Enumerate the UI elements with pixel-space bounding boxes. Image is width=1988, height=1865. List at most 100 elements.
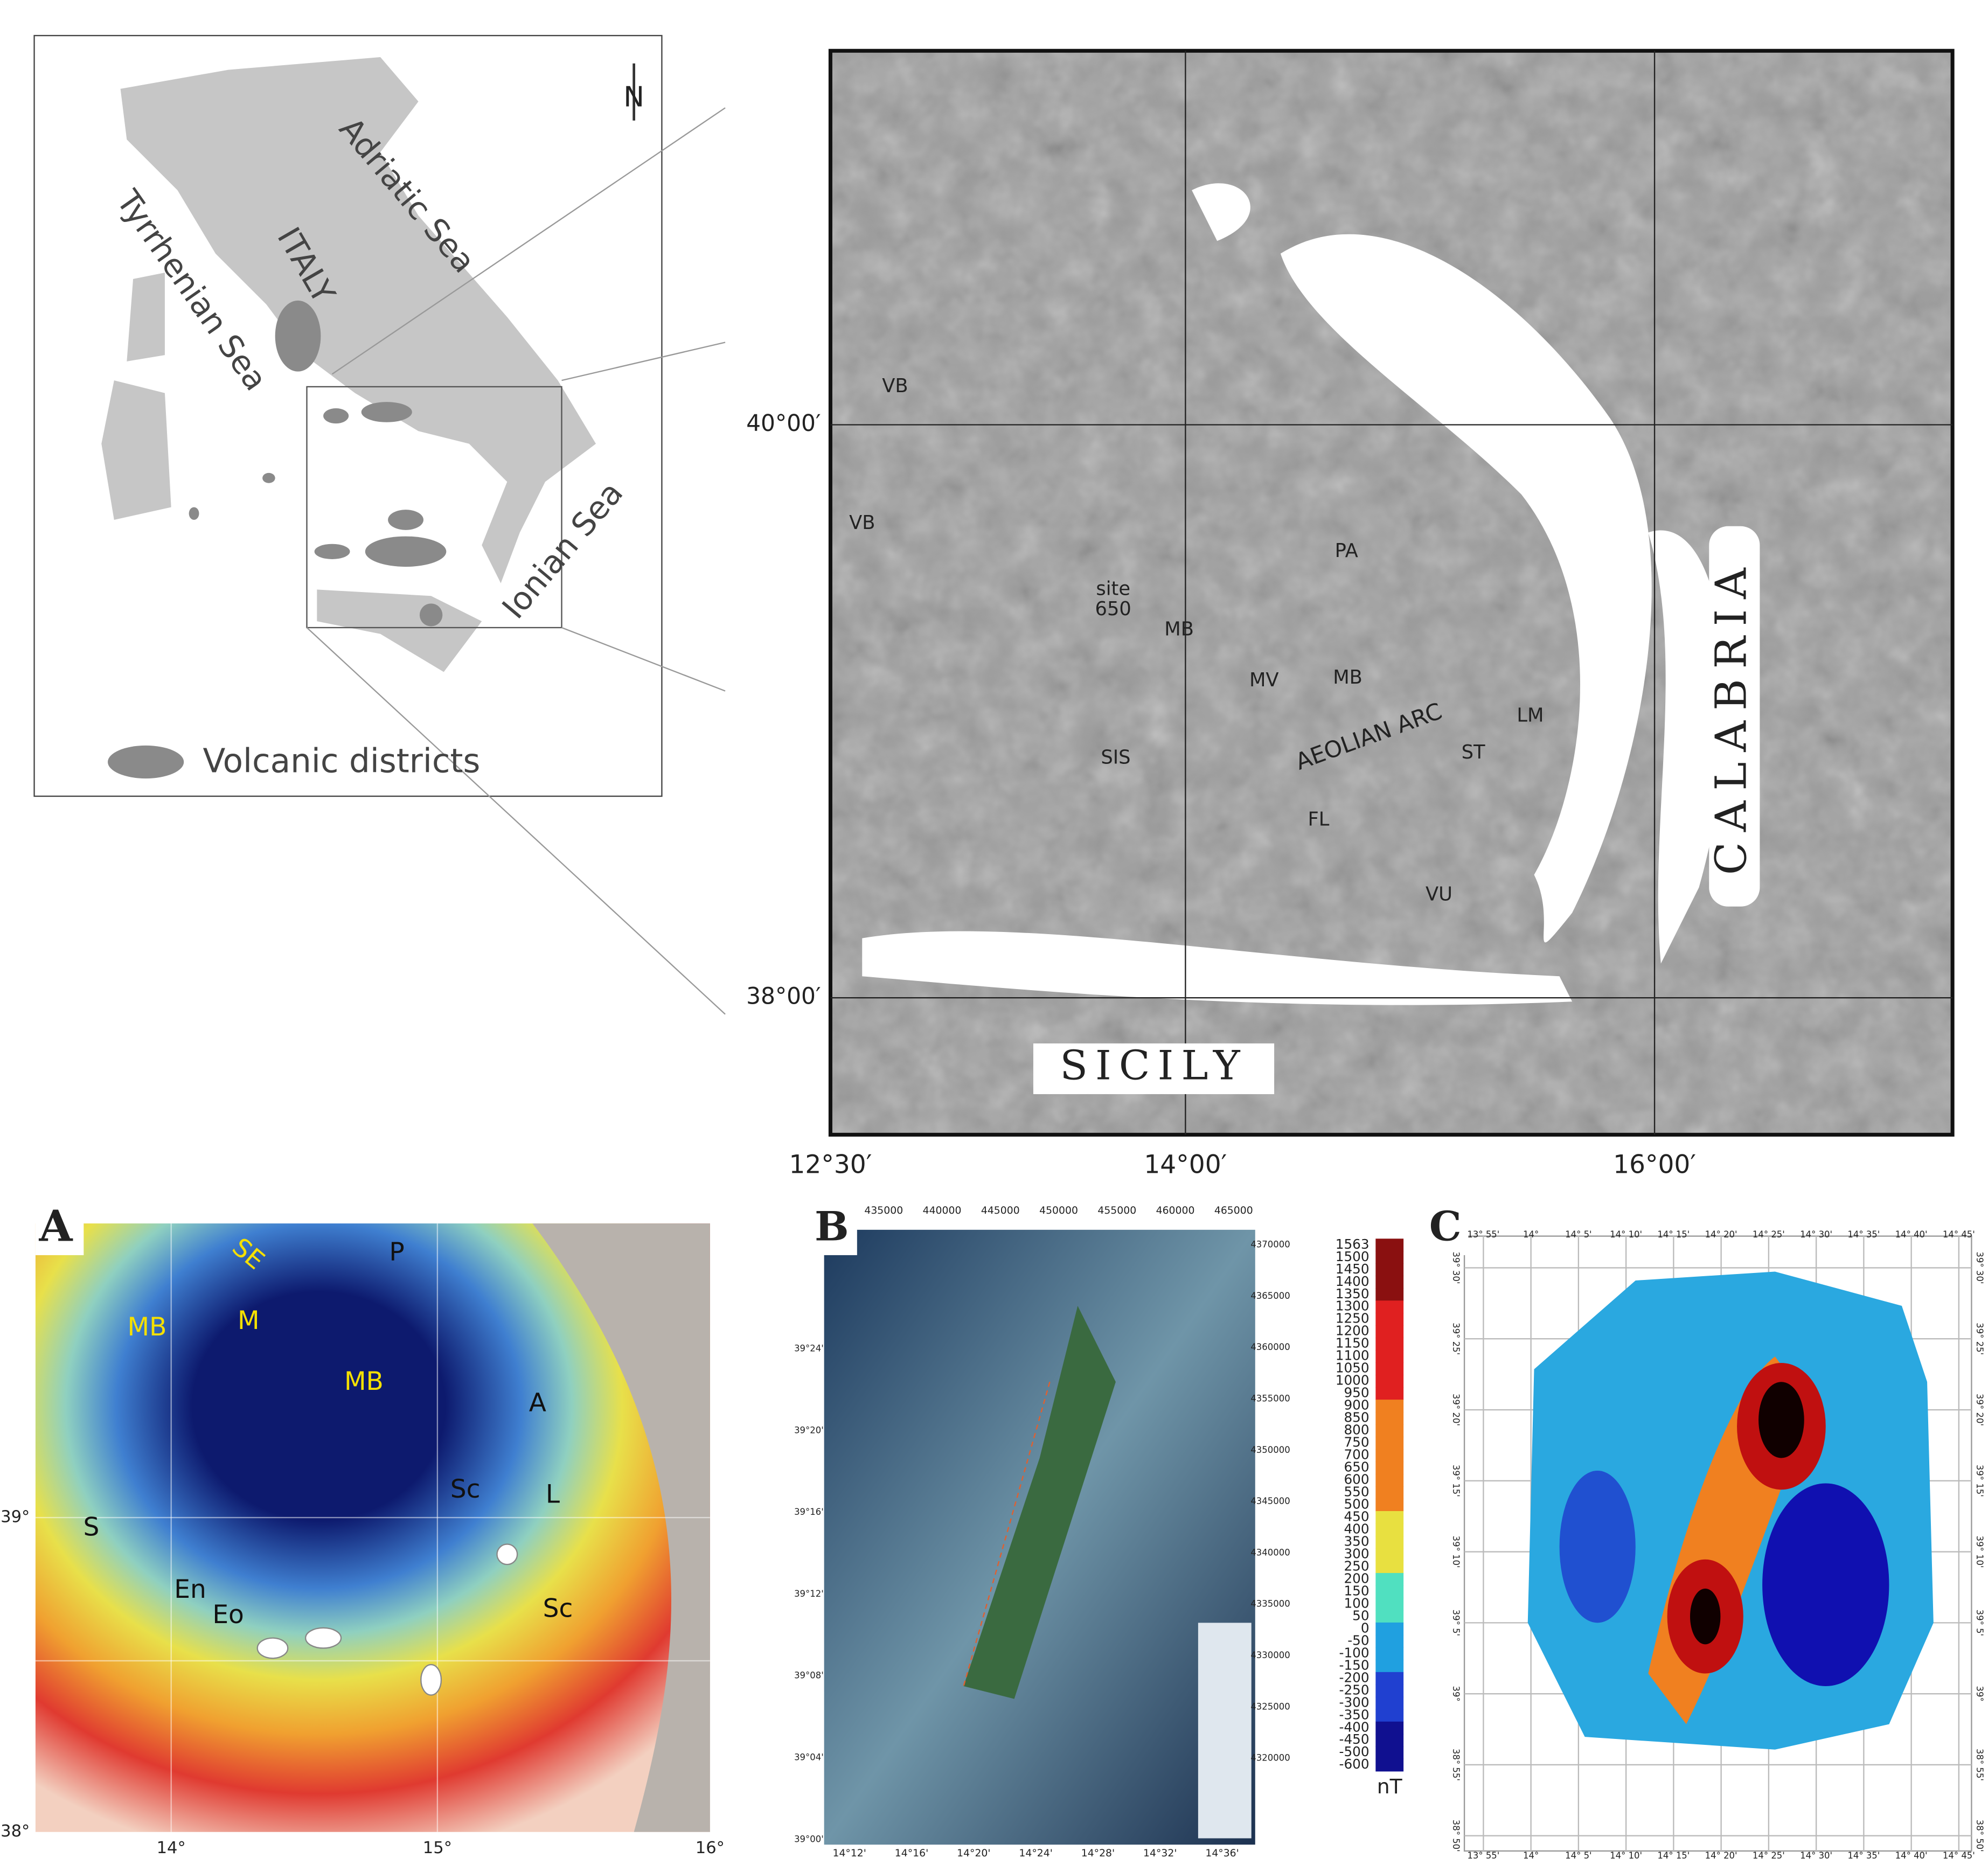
depth-legend (1198, 1623, 1252, 1839)
colorbar-swatch (1375, 1437, 1404, 1450)
lat-label: 38° 50' (1975, 1820, 1985, 1852)
grid-a (35, 1223, 710, 1832)
lat-label: 39° 5' (1975, 1610, 1985, 1636)
lon-label: 14° 10' (1610, 1850, 1642, 1861)
label: P (389, 1237, 404, 1267)
lat-label: 39° 5' (1451, 1610, 1461, 1636)
lon-label: 14° (1523, 1850, 1539, 1861)
colorbar-swatch (1375, 1523, 1404, 1536)
lon-label: 14° 30' (1800, 1229, 1832, 1240)
colorbar-label: 1563 (1336, 1236, 1370, 1252)
colorbar-swatch (1375, 1659, 1404, 1673)
label: L (546, 1480, 560, 1509)
lon-label: 14° (1523, 1229, 1539, 1240)
lon-label: 14° 45' (1943, 1229, 1975, 1240)
x-label: 445000 (981, 1205, 1020, 1216)
colorbar-swatch (1375, 1412, 1404, 1425)
colorbar-swatch (1375, 1585, 1404, 1598)
letter-box (1420, 1204, 1469, 1255)
lon-label: 14° 15' (1657, 1850, 1690, 1861)
lon-label: 14° 20' (1705, 1850, 1737, 1861)
lon-label: 14°28' (1081, 1848, 1115, 1859)
lon-label: 14° 25' (1753, 1850, 1785, 1861)
legend-label: Volcanic districts (203, 742, 481, 780)
y-label: 4335000 (1250, 1599, 1290, 1609)
colorbar-label: -300 (1339, 1694, 1370, 1710)
colorbar-label: -100 (1339, 1645, 1370, 1660)
colorbar-label: 1300 (1336, 1298, 1370, 1314)
colorbar-swatch (1375, 1251, 1404, 1264)
zoom-box (306, 386, 562, 629)
label: VB (849, 512, 875, 534)
label: MV (1249, 669, 1279, 691)
lat-label: 40°00′ (746, 410, 821, 436)
colorbar-label: 500 (1344, 1497, 1369, 1512)
lat-label: 39° 15' (1975, 1465, 1985, 1497)
unit-label: nT (1377, 1774, 1403, 1798)
y-label: 4360000 (1250, 1342, 1290, 1352)
label: VB (882, 375, 908, 397)
label: Sc (450, 1474, 481, 1504)
letter-box (809, 1204, 857, 1255)
colorbar-label: -350 (1339, 1707, 1370, 1722)
label: MB (344, 1367, 384, 1396)
lon-label: 16°00′ (1613, 1150, 1696, 1180)
colorbar-swatch (1375, 1325, 1404, 1338)
lat-label: 38° 55' (1975, 1749, 1985, 1781)
x-label: 435000 (864, 1205, 903, 1216)
label: A (529, 1388, 546, 1418)
lon-label: 14° (157, 1839, 186, 1857)
panel-letter: B (815, 1202, 849, 1250)
y-label: 4340000 (1250, 1547, 1290, 1557)
colorbar-swatch (1375, 1684, 1404, 1697)
colorbar-swatch (1375, 1338, 1404, 1351)
colorbar-label: 300 (1344, 1546, 1369, 1561)
colorbar-swatch (1375, 1300, 1404, 1313)
colorbar-swatch (1375, 1535, 1404, 1549)
colorbar-swatch (1375, 1263, 1404, 1276)
x-label: 460000 (1156, 1205, 1195, 1216)
colorbar-swatch (1375, 1486, 1404, 1499)
bathymetry-a (35, 1223, 710, 1832)
lon-label: 14° 5' (1565, 1850, 1591, 1861)
lat-label: 39°16' (794, 1507, 824, 1517)
colorbar-label: 950 (1344, 1385, 1369, 1401)
label: PA (1335, 540, 1358, 562)
label: 650 (1095, 598, 1131, 620)
label: MB (1164, 618, 1194, 641)
colorbar-label: 1250 (1336, 1311, 1370, 1326)
zoom-lines (306, 107, 726, 1015)
colorbar-label: -600 (1339, 1756, 1370, 1772)
panel-letter: A (39, 1201, 73, 1251)
lon-label: 14°24' (1019, 1848, 1052, 1859)
colorbar-swatch (1375, 1721, 1404, 1735)
colorbar-swatch (1375, 1709, 1404, 1722)
lat-label: 39° (1451, 1686, 1461, 1702)
lat-label: 38°00′ (746, 983, 821, 1010)
colorbar-label: -200 (1339, 1669, 1370, 1685)
islands-a (256, 1543, 518, 1696)
anomaly-peak (1690, 1588, 1721, 1645)
colorbar-label: -400 (1339, 1719, 1370, 1735)
label: Eo (212, 1600, 244, 1630)
colorbar-swatch (1375, 1449, 1404, 1462)
colorbar-swatch (1375, 1560, 1404, 1574)
y-label: 4370000 (1250, 1240, 1290, 1250)
lat-label: 39° 15' (1451, 1465, 1461, 1497)
colorbar-label: 400 (1344, 1521, 1369, 1536)
lat-label: 39° (1, 1508, 30, 1527)
lat-label: 39° 25' (1451, 1323, 1461, 1355)
north-label: N (623, 81, 644, 114)
lat-label: 38° 50' (1451, 1820, 1461, 1852)
label: VU (1426, 883, 1452, 906)
colorbar-label: -450 (1339, 1731, 1370, 1747)
lon-label: 14° 25' (1753, 1229, 1785, 1240)
lon-label: 14° 10' (1610, 1229, 1642, 1240)
colorbar-label: 1400 (1336, 1274, 1370, 1289)
colorbar-swatch (1375, 1288, 1404, 1301)
y-label: 4325000 (1250, 1701, 1290, 1711)
lon-label: 13° 55' (1467, 1229, 1499, 1240)
colorbar-swatch (1375, 1474, 1404, 1487)
colorbar-label: -150 (1339, 1657, 1370, 1673)
